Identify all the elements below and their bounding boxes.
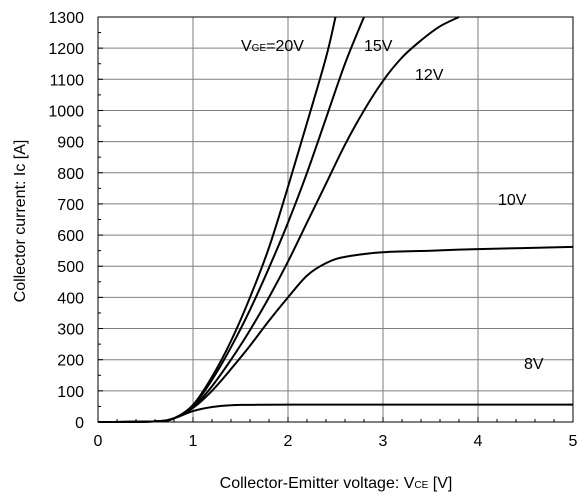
series-vge-10v-line <box>97 245 574 423</box>
y-tick-label: 900 <box>57 135 84 152</box>
y-tick-label: 200 <box>57 353 84 370</box>
x-tick-label: 4 <box>474 433 483 450</box>
series-vge-15v-label: 15V <box>364 38 393 55</box>
y-axis-title: Collector current: Ic [A] <box>12 140 29 303</box>
y-tick-label: 100 <box>57 384 84 401</box>
x-axis-title: Collector-Emitter voltage: VCE [V] <box>220 475 453 492</box>
chart-series <box>97 16 574 423</box>
series-vge-8v-line <box>97 403 573 423</box>
x-tick-label: 0 <box>94 433 103 450</box>
y-tick-label: 700 <box>57 197 84 214</box>
series-vge-8v-label: 8V <box>524 356 544 373</box>
y-tick-label: 300 <box>57 322 84 339</box>
y-axis-ticks: 0 100 200 300 400 500 600 700 800 900 1000 1100 1200… <box>48 10 103 432</box>
x-axis-ticks: 0 1 2 3 4 5 <box>94 417 578 450</box>
series-labels: VGE=20V 15V 12V 10V 8V <box>241 38 544 373</box>
x-tick-label: 2 <box>284 433 293 450</box>
y-tick-label: 0 <box>75 415 84 432</box>
series-vge-20v-label: VGE=20V <box>241 38 304 55</box>
y-tick-label: 400 <box>57 290 84 307</box>
y-tick-label: 1200 <box>48 41 84 58</box>
y-tick-label: 1000 <box>48 103 84 120</box>
plot-frame <box>97 16 574 423</box>
series-vge-20v-line <box>97 16 337 423</box>
y-tick-label: 1100 <box>50 72 85 89</box>
series-vge-12v-label: 12V <box>415 67 444 84</box>
x-tick-label: 3 <box>379 433 388 450</box>
chart-grid <box>98 17 573 422</box>
x-tick-label: 1 <box>189 433 198 450</box>
x-tick-label: 5 <box>569 433 578 450</box>
y-tick-label: 800 <box>57 166 84 183</box>
y-tick-label: 1300 <box>48 10 84 27</box>
series-vge-10v-label: 10V <box>498 192 527 209</box>
y-tick-label: 500 <box>57 259 84 276</box>
y-tick-label: 600 <box>57 228 84 245</box>
